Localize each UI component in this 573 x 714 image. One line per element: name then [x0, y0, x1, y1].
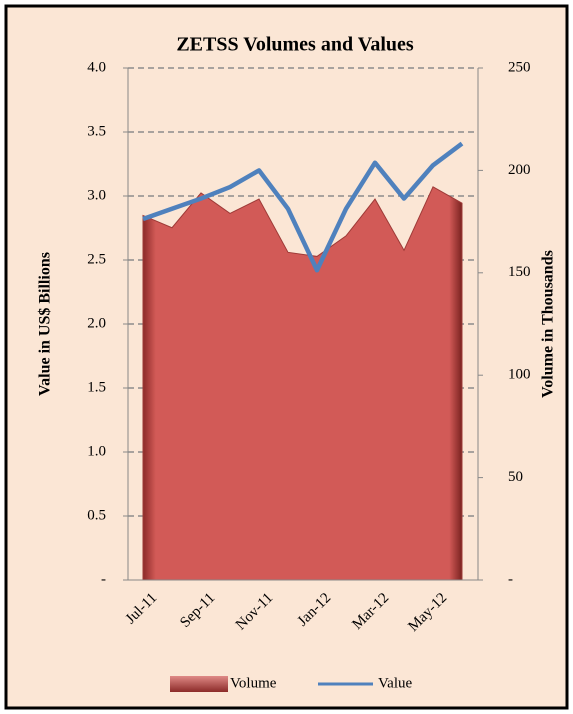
y2-tick-label: 200 [508, 162, 531, 178]
chart-title: ZETSS Volumes and Values [176, 34, 414, 56]
y-tick-label: 1.5 [87, 379, 106, 395]
y-axis-title: Value in US$ Billions [37, 252, 54, 396]
y2-tick-label: 250 [508, 59, 531, 75]
y2-axis-title: Volume in Thousands [540, 250, 557, 398]
y-tick-label: 0.5 [87, 507, 106, 523]
legend-swatch [170, 676, 228, 692]
y-tick-label: - [101, 571, 106, 587]
y2-tick-label: 150 [508, 264, 531, 280]
legend-label: Volume [230, 675, 277, 691]
y-tick-label: 3.5 [87, 123, 106, 139]
y2-tick-label: - [508, 571, 513, 587]
y2-tick-label: 50 [508, 469, 523, 485]
volume-area [142, 186, 463, 581]
legend-label: Value [378, 675, 412, 691]
y-tick-label: 2.5 [87, 251, 106, 267]
y-tick-label: 1.0 [87, 443, 106, 459]
y-tick-label: 3.0 [87, 187, 106, 203]
value-line [142, 141, 464, 273]
y2-tick-label: 100 [508, 367, 531, 383]
y-tick-label: 4.0 [87, 59, 106, 75]
y-tick-label: 2.0 [87, 315, 106, 331]
